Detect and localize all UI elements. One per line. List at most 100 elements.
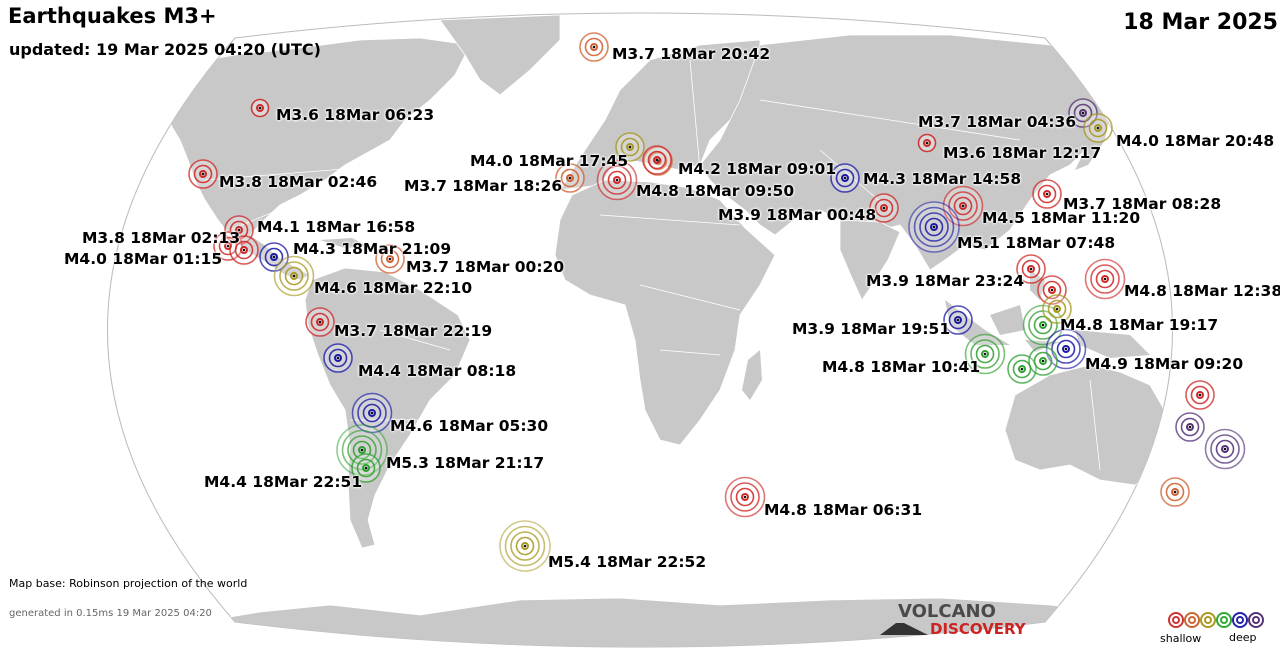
earthquake-label[interactable]: M3.9 18Mar 00:48 bbox=[718, 206, 877, 224]
earthquake-label[interactable]: M4.8 18Mar 10:41 bbox=[822, 358, 981, 376]
earthquake-label[interactable]: M4.0 18Mar 20:48 bbox=[1116, 132, 1275, 150]
earthquake-label[interactable]: M4.8 18Mar 09:50 bbox=[636, 182, 795, 200]
earthquake-marker[interactable] bbox=[1084, 258, 1126, 300]
quake-ring bbox=[607, 170, 627, 190]
earthquake-label[interactable]: M3.9 18Mar 23:24 bbox=[866, 272, 1025, 290]
earthquake-label[interactable]: M3.9 18Mar 19:51 bbox=[792, 320, 951, 338]
earthquake-marker[interactable] bbox=[323, 343, 353, 373]
quake-epicenter bbox=[1041, 359, 1045, 363]
earthquake-marker[interactable] bbox=[1083, 113, 1113, 143]
quake-epicenter bbox=[1223, 447, 1227, 451]
earthquake-marker[interactable] bbox=[259, 242, 289, 272]
quake-ring bbox=[1018, 365, 1026, 373]
quake-epicenter bbox=[336, 356, 340, 360]
earthquake-marker[interactable] bbox=[908, 201, 960, 253]
quake-ring bbox=[954, 316, 962, 324]
volcano-discovery-logo[interactable]: VOLCANO DISCOVERY bbox=[880, 601, 1040, 641]
quake-ring bbox=[930, 223, 938, 231]
earthquake-marker[interactable] bbox=[1068, 98, 1098, 128]
earthquake-marker[interactable] bbox=[724, 476, 766, 518]
earthquake-marker[interactable] bbox=[305, 307, 335, 337]
earthquake-marker[interactable] bbox=[351, 392, 393, 434]
quake-ring bbox=[566, 174, 574, 182]
earthquake-marker[interactable] bbox=[273, 255, 315, 297]
earthquake-marker[interactable] bbox=[830, 163, 860, 193]
earthquake-marker[interactable] bbox=[1185, 380, 1215, 410]
quake-ring bbox=[341, 429, 383, 471]
earthquake-marker[interactable] bbox=[869, 193, 899, 223]
map-base-note: Map base: Robinson projection of the wor… bbox=[9, 577, 248, 590]
earthquake-marker[interactable] bbox=[1016, 254, 1046, 284]
earthquake-label[interactable]: M4.8 18Mar 06:31 bbox=[764, 501, 923, 519]
earthquake-marker[interactable] bbox=[1028, 346, 1058, 376]
quake-ring bbox=[730, 482, 760, 512]
quake-ring bbox=[602, 165, 632, 195]
quake-ring bbox=[515, 536, 535, 556]
earthquake-label[interactable]: M3.7 18Mar 20:42 bbox=[612, 45, 771, 63]
earthquake-marker[interactable] bbox=[964, 333, 1006, 375]
earthquake-label[interactable]: M3.7 18Mar 22:19 bbox=[334, 322, 493, 340]
earthquake-label[interactable]: M3.7 18Mar 00:20 bbox=[406, 258, 565, 276]
earthquake-label[interactable]: M4.0 18Mar 17:45 bbox=[470, 152, 629, 170]
earthquake-marker[interactable] bbox=[1160, 477, 1190, 507]
earthquake-marker[interactable] bbox=[596, 159, 638, 201]
earthquake-label[interactable]: M4.6 18Mar 05:30 bbox=[390, 417, 549, 435]
earthquake-label[interactable]: M4.8 18Mar 19:17 bbox=[1060, 316, 1219, 334]
legend-shallow-label: shallow bbox=[1160, 632, 1202, 645]
quake-epicenter bbox=[615, 178, 619, 182]
earthquake-label[interactable]: M4.6 18Mar 22:10 bbox=[314, 279, 473, 297]
earthquake-label[interactable]: M4.0 18Mar 01:15 bbox=[64, 250, 223, 268]
earthquake-label[interactable]: M5.3 18Mar 21:17 bbox=[386, 454, 545, 472]
earthquake-label[interactable]: M3.7 18Mar 04:36 bbox=[918, 113, 1077, 131]
earthquake-marker[interactable] bbox=[336, 424, 388, 476]
quake-epicenter bbox=[1041, 323, 1045, 327]
earthquake-marker[interactable] bbox=[1032, 179, 1062, 209]
earthquake-marker[interactable] bbox=[917, 133, 937, 153]
earthquake-label[interactable]: M5.1 18Mar 07:48 bbox=[957, 234, 1116, 252]
legend-ring bbox=[1168, 612, 1184, 628]
earthquake-marker[interactable] bbox=[250, 98, 270, 118]
earthquake-label[interactable]: M4.4 18Mar 22:51 bbox=[204, 473, 363, 491]
earthquake-marker[interactable] bbox=[943, 305, 973, 335]
earthquake-label[interactable]: M4.2 18Mar 09:01 bbox=[678, 160, 837, 178]
earthquake-marker[interactable] bbox=[579, 32, 609, 62]
earthquake-label[interactable]: M3.7 18Mar 18:26 bbox=[404, 177, 563, 195]
earthquake-marker[interactable] bbox=[229, 235, 259, 265]
earthquake-label[interactable]: M4.3 18Mar 21:09 bbox=[293, 240, 452, 258]
quake-ring bbox=[735, 487, 755, 507]
earthquake-marker[interactable] bbox=[615, 132, 645, 162]
earthquake-marker[interactable] bbox=[1204, 428, 1246, 470]
earthquake-label[interactable]: M4.9 18Mar 09:20 bbox=[1085, 355, 1244, 373]
earthquake-label[interactable]: M3.7 18Mar 08:28 bbox=[1063, 195, 1222, 213]
earthquake-label[interactable]: M4.4 18Mar 08:18 bbox=[358, 362, 517, 380]
earthquake-label[interactable]: M3.6 18Mar 06:23 bbox=[276, 106, 435, 124]
earthquake-marker[interactable] bbox=[1175, 412, 1205, 442]
quake-epicenter bbox=[1198, 393, 1202, 397]
earthquake-marker[interactable] bbox=[351, 453, 381, 483]
quake-epicenter bbox=[237, 228, 241, 232]
earthquake-marker[interactable] bbox=[555, 163, 585, 193]
earthquake-label[interactable]: M4.3 18Mar 14:58 bbox=[863, 170, 1022, 188]
volcano-icon bbox=[880, 623, 928, 635]
earthquake-marker[interactable] bbox=[188, 159, 218, 189]
earthquake-marker[interactable] bbox=[224, 215, 254, 245]
earthquake-label[interactable]: M5.4 18Mar 22:52 bbox=[548, 553, 707, 571]
quake-epicenter bbox=[318, 320, 322, 324]
earthquake-label[interactable]: M4.5 18Mar 11:20 bbox=[982, 209, 1141, 227]
earthquake-label[interactable]: M4.1 18Mar 16:58 bbox=[257, 218, 416, 236]
earthquake-marker[interactable] bbox=[375, 244, 405, 274]
earthquake-marker[interactable] bbox=[942, 185, 984, 227]
quake-epicenter bbox=[961, 204, 965, 208]
earthquake-label[interactable]: M3.8 18Mar 02:13 bbox=[82, 229, 241, 247]
earthquake-marker[interactable] bbox=[499, 520, 551, 572]
earthquake-label[interactable]: M4.8 18Mar 12:38 bbox=[1124, 282, 1280, 300]
quake-ring bbox=[1021, 259, 1041, 279]
earthquake-label[interactable]: M3.6 18Mar 12:17 bbox=[943, 144, 1102, 162]
earthquake-marker[interactable] bbox=[1042, 294, 1072, 324]
quake-epicenter bbox=[743, 495, 747, 499]
quake-ring bbox=[590, 43, 598, 51]
earthquake-label[interactable]: M3.8 18Mar 02:46 bbox=[219, 173, 378, 191]
earthquake-marker[interactable] bbox=[642, 145, 672, 175]
quake-epicenter bbox=[1081, 111, 1085, 115]
earthquake-marker[interactable] bbox=[1037, 275, 1067, 305]
